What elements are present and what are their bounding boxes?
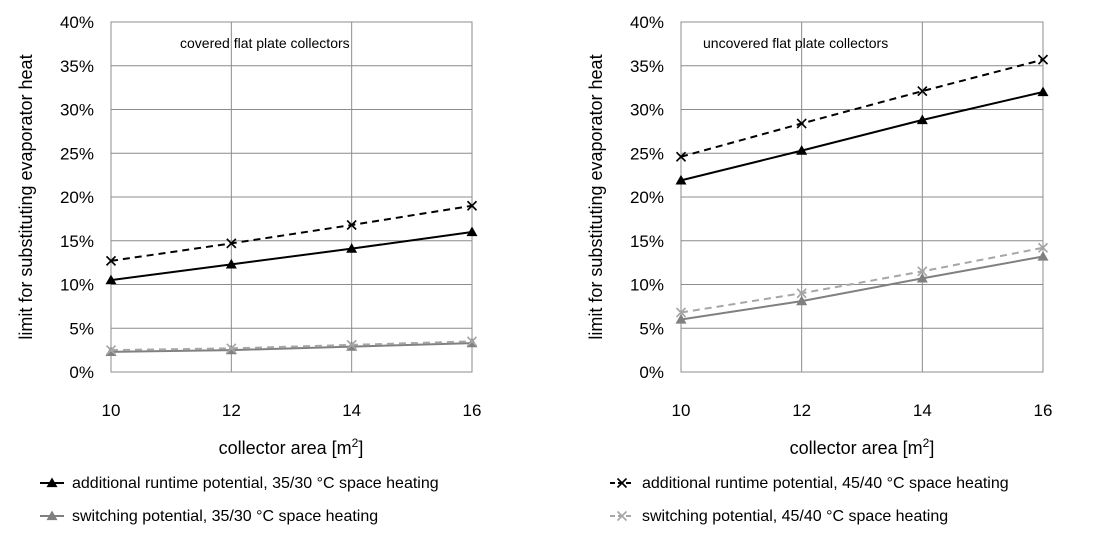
x-tick-label: 12 [792, 401, 811, 420]
x-axis-label-superscript: 2 [352, 436, 359, 450]
y-axis-label: limit for substituting evaporator heat [586, 54, 606, 339]
y-tick-label: 5% [69, 319, 94, 338]
y-tick-label: 20% [60, 188, 94, 207]
data-point-add4540 [796, 118, 807, 129]
data-point-add4540 [675, 151, 687, 162]
data-point-add3530 [916, 114, 928, 125]
x-axis-label-text: collector area [m [219, 438, 352, 458]
y-tick-label: 30% [630, 101, 664, 120]
data-point-sw4540 [796, 288, 807, 299]
data-point-add4540 [917, 86, 928, 97]
legend-item-sw3530: switching potential, 35/30 °C space heat… [40, 508, 378, 525]
x-tick-label: 10 [102, 401, 121, 420]
series-line-sw4540 [110, 340, 473, 352]
y-tick-label: 40% [60, 13, 94, 32]
data-point-add4540 [346, 219, 357, 231]
chart-panel-1: 0% 5% 10% 15% 20% 25% 30% 35% 40% 10 12 14 16 covered… [16, 13, 481, 458]
data-point-add4540 [1037, 54, 1049, 65]
data-point-add3530 [1037, 86, 1049, 97]
y-tick-label: 20% [630, 188, 664, 207]
data-point-add4540 [226, 238, 237, 249]
y-tick-label: 5% [639, 319, 664, 338]
x-axis-label: collector area [m2] [219, 436, 364, 458]
series-line-add3530 [680, 91, 1044, 182]
legend-label: switching potential, 45/40 °C space heat… [642, 508, 948, 525]
y-tick-label: 0% [639, 363, 664, 382]
data-point-sw4540 [466, 336, 478, 347]
legend-label: additional runtime potential, 45/40 °C s… [642, 475, 1009, 492]
data-point-add3530 [796, 145, 808, 155]
data-point-add3530 [466, 226, 478, 237]
y-tick-label: 40% [630, 13, 664, 32]
legend-marker [46, 510, 58, 521]
series-line-add3530 [110, 231, 473, 282]
data-point-add3530 [346, 243, 358, 253]
data-point-add3530 [225, 258, 237, 269]
y-tick-label: 30% [60, 101, 94, 120]
legend-item-sw4540: switching potential, 45/40 °C space heat… [610, 508, 948, 525]
x-tick-label: 12 [222, 401, 241, 420]
y-tick-label: 10% [60, 276, 94, 295]
x-tick-label: 14 [913, 401, 932, 420]
y-tick-label: 35% [630, 57, 664, 76]
y-tick-label: 0% [69, 363, 94, 382]
data-point-add4540 [466, 200, 478, 211]
data-point-sw4540 [1037, 242, 1049, 253]
data-point-sw3530 [916, 272, 928, 283]
x-tick-label: 14 [342, 401, 361, 420]
chart-panel-2: 0% 5% 10% 15% 20% 25% 30% 35% 40% 10 12 14 16 uncover… [586, 13, 1052, 458]
data-point-sw4540 [917, 266, 928, 277]
legend-label: switching potential, 35/30 °C space heat… [72, 508, 378, 525]
data-point-sw4540 [105, 345, 117, 356]
x-axis-label-end: ] [358, 438, 363, 458]
x-axis-label-text: collector area [m [790, 438, 923, 458]
legend-item-add4540: additional runtime potential, 45/40 °C s… [610, 475, 1009, 492]
y-tick-label: 15% [60, 232, 94, 251]
series-line-sw4540 [680, 246, 1044, 314]
data-point-add3530 [105, 274, 117, 285]
y-tick-label: 25% [60, 144, 94, 163]
y-tick-label: 35% [60, 57, 94, 76]
legend-marker [46, 477, 58, 488]
legend-marker [616, 510, 628, 522]
legend-item-add3530: additional runtime potential, 35/30 °C s… [40, 475, 439, 492]
legend-label: additional runtime potential, 35/30 °C s… [72, 475, 439, 492]
data-point-sw4540 [675, 307, 687, 318]
x-axis-label-superscript: 2 [923, 436, 930, 450]
data-point-add4540 [105, 255, 117, 266]
x-axis-label: collector area [m2] [790, 436, 935, 458]
data-point-sw3530 [675, 314, 687, 324]
data-point-sw4540 [346, 339, 357, 350]
y-tick-label: 10% [630, 276, 664, 295]
y-tick-label: 25% [630, 144, 664, 163]
plot-annotation: covered flat plate collectors [180, 35, 350, 51]
legend-marker [616, 477, 628, 489]
series-line-add4540 [110, 204, 473, 262]
x-tick-label: 10 [672, 401, 691, 420]
series-line-add4540 [680, 58, 1044, 158]
x-axis-label-end: ] [929, 438, 934, 458]
data-point-sw3530 [1037, 251, 1049, 261]
data-point-sw4540 [226, 343, 237, 354]
x-tick-label: 16 [1034, 401, 1053, 420]
series-line-sw3530 [680, 255, 1044, 321]
y-tick-label: 15% [630, 232, 664, 251]
series-line-sw3530 [110, 342, 473, 353]
data-point-add3530 [675, 174, 687, 185]
x-tick-label: 16 [463, 401, 482, 420]
y-axis-label: limit for substituting evaporator heat [16, 54, 36, 339]
data-point-sw3530 [796, 295, 808, 306]
plot-annotation: uncovered flat plate collectors [703, 35, 888, 51]
